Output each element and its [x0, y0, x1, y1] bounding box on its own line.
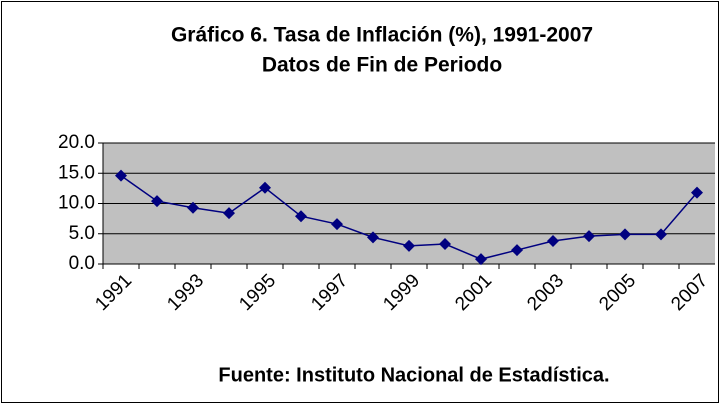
data-point [115, 169, 127, 182]
data-point [475, 253, 487, 266]
y-tick-label: 15.0 [58, 162, 95, 183]
data-point [403, 239, 415, 252]
source-note: Fuente: Instituto Nacional de Estadístic… [218, 364, 609, 386]
data-point [187, 201, 199, 214]
data-point [691, 186, 703, 199]
y-tick-label: 20.0 [58, 132, 95, 153]
data-point [655, 228, 667, 241]
data-point [619, 228, 631, 241]
data-point [583, 230, 595, 243]
chart-title: Gráfico 6. Tasa de Inflación (%), 1991-2… [171, 24, 593, 47]
data-point [439, 238, 451, 251]
data-point [295, 210, 307, 223]
data-point [259, 181, 271, 194]
data-point [223, 207, 235, 220]
chart-subtitle: Datos de Fin de Periodo [262, 54, 502, 77]
y-tick-label: 10.0 [58, 193, 95, 214]
data-point [511, 244, 523, 257]
y-tick-label: 0.0 [69, 253, 95, 274]
data-point [547, 235, 559, 248]
data-point [367, 231, 379, 244]
data-point [331, 218, 343, 231]
data-point [151, 195, 163, 208]
y-tick-label: 5.0 [69, 223, 95, 244]
